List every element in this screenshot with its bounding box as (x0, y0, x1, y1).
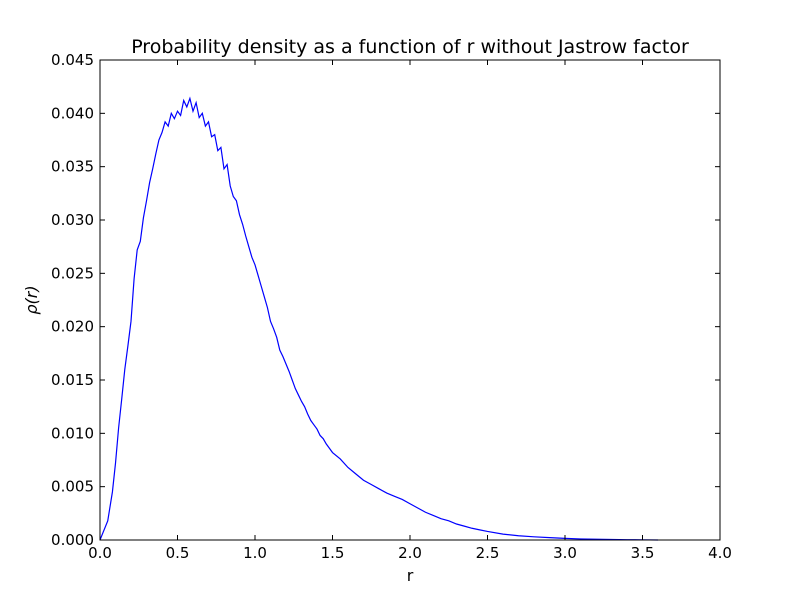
axis-ticks: 0.0 0.5 1.0 1.5 2.0 2.5 3.0 3.5 4.0 0.000 0.005 0.0… (51, 51, 732, 562)
y-tick-label: 0.005 (51, 478, 94, 496)
x-tick-label: 2.0 (398, 544, 422, 562)
y-tick-label: 0.000 (51, 531, 94, 549)
x-tick-label: 0.0 (88, 544, 112, 562)
x-tick-label: 1.5 (321, 544, 345, 562)
y-tick-label: 0.020 (51, 318, 94, 336)
y-tick-label: 0.040 (51, 104, 94, 122)
y-tick-label: 0.035 (51, 158, 94, 176)
y-tick-label: 0.015 (51, 371, 94, 389)
y-axis-label: ρ(r) (22, 285, 41, 314)
y-tick-label: 0.010 (51, 424, 94, 442)
x-tick-label: 1.0 (243, 544, 267, 562)
y-tick-label: 0.045 (51, 51, 94, 69)
density-series-line (99, 96, 659, 541)
chart-title: Probability density as a function of r w… (131, 36, 689, 58)
x-tick-label: 2.5 (476, 544, 500, 562)
x-tick-label: 3.0 (553, 544, 577, 562)
x-tick-label: 4.0 (708, 544, 732, 562)
x-tick-label: 0.5 (166, 544, 190, 562)
x-tick-label: 3.5 (631, 544, 655, 562)
y-tick-label: 0.030 (51, 211, 94, 229)
y-tick-label: 0.025 (51, 264, 94, 282)
x-axis-label: r (407, 566, 414, 585)
plot-area (99, 96, 659, 541)
axes-frame (99, 59, 721, 541)
